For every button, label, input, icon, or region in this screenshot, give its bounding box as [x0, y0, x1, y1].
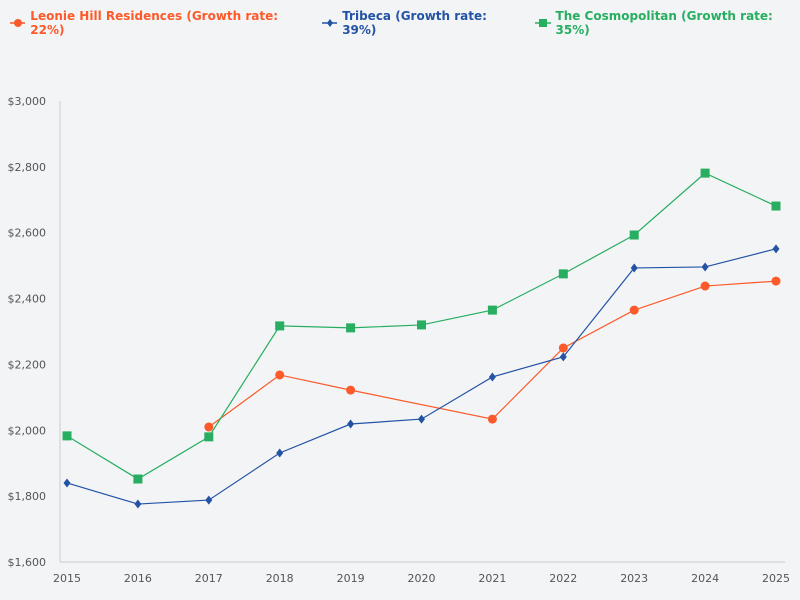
data-point	[205, 495, 213, 505]
data-point	[701, 262, 709, 272]
data-point	[629, 230, 639, 240]
y-tick-label: $2,400	[8, 293, 47, 306]
y-tick-label: $2,000	[8, 424, 47, 437]
y-tick-label: $2,800	[8, 161, 47, 174]
data-point	[700, 168, 710, 178]
data-point	[558, 269, 568, 279]
x-tick-label: 2020	[408, 572, 436, 585]
data-point	[346, 385, 356, 395]
x-tick-label: 2023	[620, 572, 648, 585]
series-line-1	[66, 248, 777, 505]
data-point	[275, 370, 285, 380]
data-point	[63, 478, 71, 488]
data-point	[62, 431, 72, 441]
legend: Leonie Hill Residences (Growth rate: 22%…	[10, 9, 800, 37]
x-tick-label: 2022	[549, 572, 577, 585]
data-point	[559, 352, 567, 362]
legend-label: Tribeca (Growth rate: 39%)	[342, 9, 487, 37]
data-point	[276, 448, 284, 458]
data-point	[417, 320, 426, 330]
y-tick-label: $1,800	[8, 490, 47, 503]
data-point	[700, 281, 710, 291]
data-point	[204, 432, 214, 442]
data-point	[772, 244, 780, 254]
legend-item[interactable]: The Cosmopolitan (Growth rate: 35%)	[535, 9, 800, 37]
data-point	[275, 321, 285, 331]
legend-label: Leonie Hill Residences (Growth rate: 22%…	[30, 9, 279, 37]
x-tick-label: 2025	[762, 572, 790, 585]
data-point	[629, 305, 639, 315]
data-point	[134, 499, 142, 509]
data-point	[347, 419, 355, 429]
x-tick-label: 2018	[266, 572, 294, 585]
x-tick-label: 2017	[195, 572, 223, 585]
x-tick-label: 2024	[691, 572, 719, 585]
data-point	[771, 201, 781, 211]
y-tick-label: $2,600	[8, 227, 47, 240]
data-point	[418, 414, 425, 424]
data-point	[204, 422, 214, 432]
y-tick-label: $2,200	[8, 358, 47, 371]
x-tick-label: 2016	[124, 572, 152, 585]
legend-item[interactable]: Tribeca (Growth rate: 39%)	[321, 9, 517, 37]
legend-label: The Cosmopolitan (Growth rate: 35%)	[555, 9, 773, 37]
data-point	[346, 323, 356, 333]
data-point	[630, 263, 638, 273]
data-point	[487, 414, 497, 424]
x-tick-label: 2019	[337, 572, 365, 585]
y-tick-label: $1,600	[8, 556, 47, 569]
series-line-0	[208, 280, 777, 428]
x-tick-label: 2015	[53, 572, 81, 585]
x-tick-label: 2021	[478, 572, 506, 585]
y-tick-label: $3,000	[8, 95, 47, 108]
legend-marker-icon	[535, 19, 551, 27]
data-point	[133, 474, 143, 484]
legend-item[interactable]: Leonie Hill Residences (Growth rate: 22%…	[10, 9, 304, 37]
data-point	[558, 343, 568, 353]
data-point	[487, 305, 497, 315]
data-point	[488, 372, 496, 382]
legend-marker-icon	[321, 19, 338, 27]
data-point	[771, 276, 781, 286]
legend-marker-icon	[10, 19, 26, 27]
